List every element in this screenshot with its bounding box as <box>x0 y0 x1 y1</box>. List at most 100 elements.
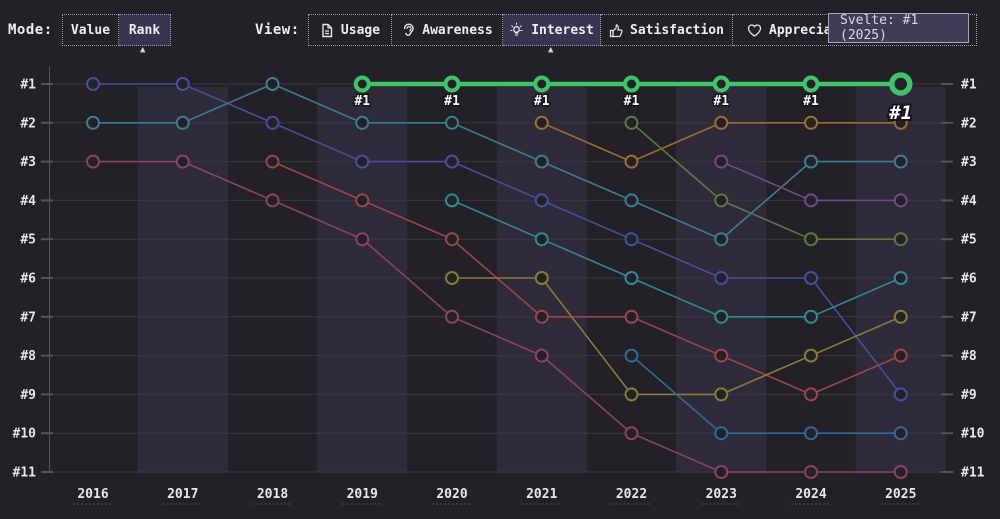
data-point[interactable] <box>534 193 549 208</box>
data-point[interactable] <box>804 154 818 169</box>
data-point[interactable] <box>355 115 370 130</box>
data-point[interactable] <box>804 465 818 479</box>
series-red-series[interactable] <box>265 154 908 402</box>
data-point[interactable] <box>624 426 639 441</box>
mode-button-value[interactable]: Value <box>62 14 119 46</box>
data-point[interactable] <box>804 387 818 402</box>
data-point[interactable] <box>355 232 370 247</box>
data-point[interactable] <box>893 154 908 169</box>
data-point[interactable] <box>445 154 459 169</box>
data-point[interactable] <box>624 193 639 208</box>
data-point[interactable] <box>893 193 908 208</box>
view-tab-usage[interactable]: Usage <box>308 14 392 46</box>
data-point[interactable] <box>445 232 459 247</box>
data-point[interactable] <box>355 193 370 208</box>
data-point[interactable] <box>889 72 913 96</box>
series-yellowgreen-series[interactable] <box>624 115 908 247</box>
x-axis-year-label[interactable]: 2020 <box>436 487 467 502</box>
data-point[interactable] <box>893 271 908 285</box>
data-point[interactable] <box>624 154 639 169</box>
data-point[interactable] <box>443 75 461 93</box>
view-tab-satisfaction[interactable]: Satisfaction <box>601 14 733 46</box>
data-point[interactable] <box>893 348 908 363</box>
data-point[interactable] <box>714 154 729 169</box>
data-point[interactable] <box>353 75 371 93</box>
series-Svelte[interactable]: #1 #1 #1 #1 #1 #1 #1 <box>353 72 914 126</box>
data-point[interactable] <box>893 426 908 441</box>
data-point[interactable] <box>714 115 729 130</box>
data-point[interactable] <box>86 77 100 91</box>
y-axis-label-left: #8 <box>20 349 36 364</box>
series-teal-series[interactable] <box>86 77 908 247</box>
x-axis-year-label[interactable]: 2019 <box>347 487 378 502</box>
data-point[interactable] <box>534 232 549 247</box>
data-point[interactable] <box>714 426 729 441</box>
data-point[interactable] <box>624 232 639 247</box>
data-point[interactable] <box>624 387 639 402</box>
data-point[interactable] <box>265 154 280 169</box>
x-axis-year-label[interactable]: 2023 <box>706 487 737 502</box>
data-point[interactable] <box>534 115 549 130</box>
x-axis-year-label[interactable]: 2024 <box>795 487 826 502</box>
data-point[interactable] <box>445 271 459 285</box>
data-point[interactable] <box>534 309 549 324</box>
data-point[interactable] <box>893 387 908 402</box>
data-point[interactable] <box>714 348 729 363</box>
x-axis-year-label[interactable]: 2021 <box>526 487 557 502</box>
data-point[interactable] <box>804 115 818 130</box>
data-point[interactable] <box>175 77 190 91</box>
data-point[interactable] <box>802 75 820 93</box>
data-point[interactable] <box>804 193 818 208</box>
data-point[interactable] <box>86 154 100 169</box>
data-point[interactable] <box>893 465 908 479</box>
data-point[interactable] <box>804 348 818 363</box>
x-axis-year-label[interactable]: 2018 <box>257 487 288 502</box>
series-orange-series[interactable] <box>534 115 908 169</box>
data-point[interactable] <box>714 271 729 285</box>
data-point[interactable] <box>265 77 280 91</box>
x-axis-year-label[interactable]: 2016 <box>77 487 108 502</box>
data-point[interactable] <box>355 154 370 169</box>
view-tab-awareness[interactable]: Awareness <box>392 14 503 46</box>
data-point[interactable] <box>712 75 730 93</box>
series-purple-series[interactable] <box>714 154 908 208</box>
data-point[interactable] <box>714 309 729 324</box>
x-axis-year-label[interactable]: 2025 <box>885 487 916 502</box>
data-point[interactable] <box>86 115 100 130</box>
data-point[interactable] <box>445 193 459 208</box>
data-point[interactable] <box>714 193 729 208</box>
data-point[interactable] <box>893 309 908 324</box>
mode-button-rank[interactable]: Rank <box>119 14 171 46</box>
data-point[interactable] <box>534 271 549 285</box>
data-point[interactable] <box>714 465 729 479</box>
data-point[interactable] <box>893 115 908 130</box>
data-point[interactable] <box>175 115 190 130</box>
data-point[interactable] <box>534 154 549 169</box>
data-point[interactable] <box>624 309 639 324</box>
series-pink-series[interactable] <box>86 154 908 479</box>
data-point[interactable] <box>624 348 639 363</box>
data-point[interactable] <box>714 387 729 402</box>
data-point[interactable] <box>893 232 908 247</box>
x-axis-year-label[interactable]: 2022 <box>616 487 647 502</box>
data-point[interactable] <box>804 271 818 285</box>
data-point[interactable] <box>534 348 549 363</box>
data-point[interactable] <box>624 115 639 130</box>
data-point[interactable] <box>804 426 818 441</box>
data-point[interactable] <box>804 309 818 324</box>
data-point[interactable] <box>175 154 190 169</box>
series-blue-series[interactable] <box>624 348 908 441</box>
data-point[interactable] <box>265 193 280 208</box>
data-point[interactable] <box>445 115 459 130</box>
data-point[interactable] <box>623 75 640 93</box>
data-point[interactable] <box>265 115 280 130</box>
data-point[interactable] <box>714 232 729 247</box>
x-axis-year-label[interactable]: 2017 <box>167 487 198 502</box>
data-point[interactable] <box>804 232 818 247</box>
series-teal2-series[interactable] <box>445 193 908 324</box>
view-tab-interest[interactable]: Interest <box>503 14 601 46</box>
data-point[interactable] <box>445 309 459 324</box>
data-point[interactable] <box>533 75 551 93</box>
data-point[interactable] <box>624 271 639 285</box>
